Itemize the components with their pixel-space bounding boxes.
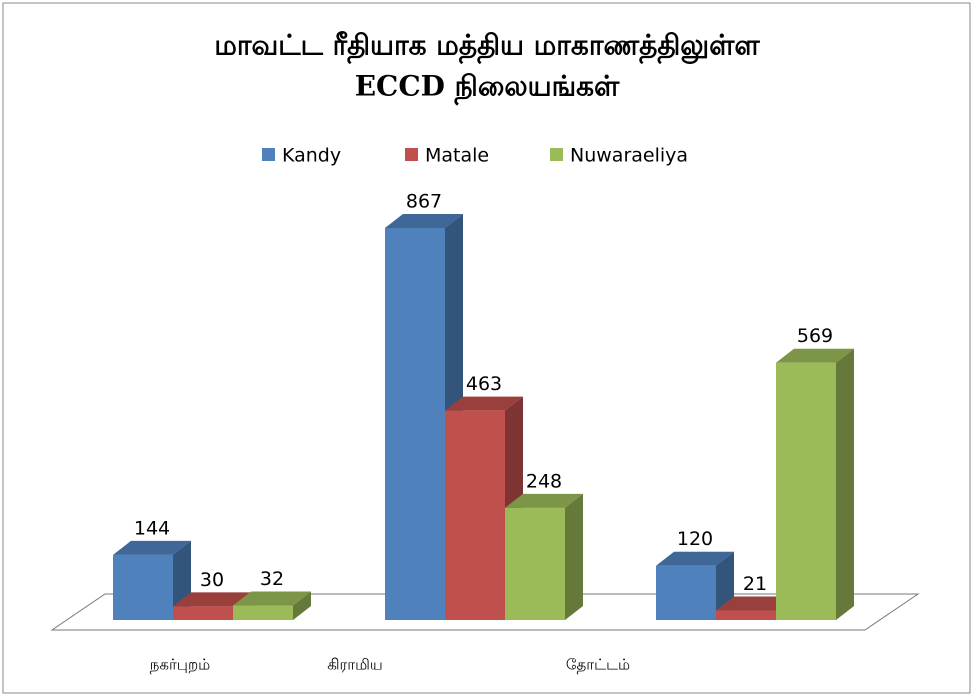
bar-side-shade <box>565 493 583 620</box>
bar <box>233 605 293 620</box>
bar-top <box>113 540 191 555</box>
bar-top-shade <box>113 540 191 555</box>
bar-top-shade <box>445 396 523 411</box>
legend-label: Nuwaraeliya <box>570 145 688 167</box>
bar-top <box>385 214 463 228</box>
bar <box>385 228 445 620</box>
bar-top-shade <box>656 551 734 566</box>
legend-swatch <box>405 148 418 161</box>
data-label: 32 <box>260 568 284 590</box>
bar-side <box>565 493 583 620</box>
legend-swatch <box>262 148 275 161</box>
bar-side <box>836 348 854 620</box>
chart-title: ECCD நிலையங்கள் <box>355 70 620 106</box>
legend-swatch <box>550 148 563 161</box>
bar-top <box>173 592 251 607</box>
data-label: 21 <box>743 573 767 595</box>
bar-side-shade <box>836 348 854 620</box>
data-label: 867 <box>406 191 442 213</box>
bar-side <box>293 591 311 620</box>
bar-top-shade <box>716 596 794 611</box>
x-tick-label: கிராமிய <box>327 656 383 674</box>
bar-top-shade <box>173 592 251 607</box>
bar-top <box>716 596 794 611</box>
data-label: 463 <box>466 373 502 395</box>
data-label: 120 <box>677 528 713 550</box>
bar <box>113 554 173 620</box>
bar-top-shade <box>385 214 463 228</box>
bar <box>445 410 505 620</box>
legend-label: Kandy <box>282 145 341 167</box>
bar-top-shade <box>233 591 311 606</box>
chart-title: மாவட்ட ரீதியாக மத்திய மாகாணத்திலுள்ள <box>214 29 760 65</box>
data-label: 144 <box>134 517 170 539</box>
bar <box>505 507 565 620</box>
data-label: 30 <box>200 569 224 591</box>
bar-side-shade <box>293 591 311 620</box>
bar-top-shade <box>505 493 583 508</box>
legend-label: Matale <box>425 145 489 167</box>
data-label: 248 <box>526 470 562 492</box>
x-tick-label: தோட்டம் <box>566 656 630 674</box>
bar-top <box>505 493 583 508</box>
bar <box>173 606 233 620</box>
bar-top <box>776 348 854 363</box>
x-tick-label: நகர்புறம் <box>150 656 211 674</box>
bar <box>776 362 836 620</box>
bar <box>656 565 716 620</box>
bar-top <box>233 591 311 606</box>
data-label: 569 <box>797 325 833 347</box>
bar-top-shade <box>776 348 854 363</box>
bar <box>716 610 776 620</box>
bar-top <box>445 396 523 411</box>
bar-top <box>656 551 734 566</box>
